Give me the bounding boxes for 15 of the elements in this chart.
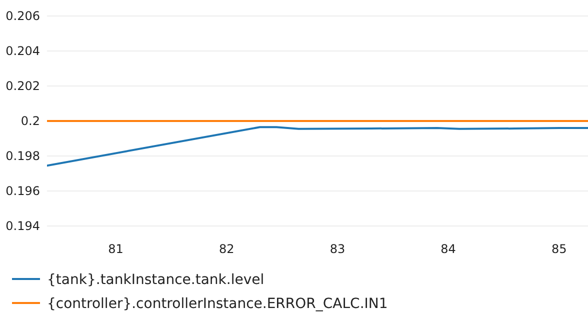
x-tick-label: 82 [218, 242, 234, 256]
x-tick-label: 81 [108, 242, 124, 256]
y-tick-label: 0.196 [6, 184, 40, 198]
x-tick-label: 85 [552, 242, 567, 256]
line-series [47, 126, 588, 167]
legend-label: {controller}.controllerInstance.ERROR_CALC.IN1 [47, 296, 388, 312]
y-tick-label: 0.2 [20, 114, 40, 128]
y-tick-label: 0.194 [6, 219, 40, 234]
y-tick-label: 0.204 [6, 44, 40, 58]
x-tick-label: 84 [440, 242, 456, 256]
y-tick-label: 0.206 [6, 9, 40, 24]
x-tick-label: 83 [330, 242, 346, 256]
y-tick-label: 0.198 [6, 149, 40, 164]
y-tick-label: 0.202 [6, 79, 40, 94]
legend-label: {tank}.tankInstance.tank.level [47, 272, 264, 288]
